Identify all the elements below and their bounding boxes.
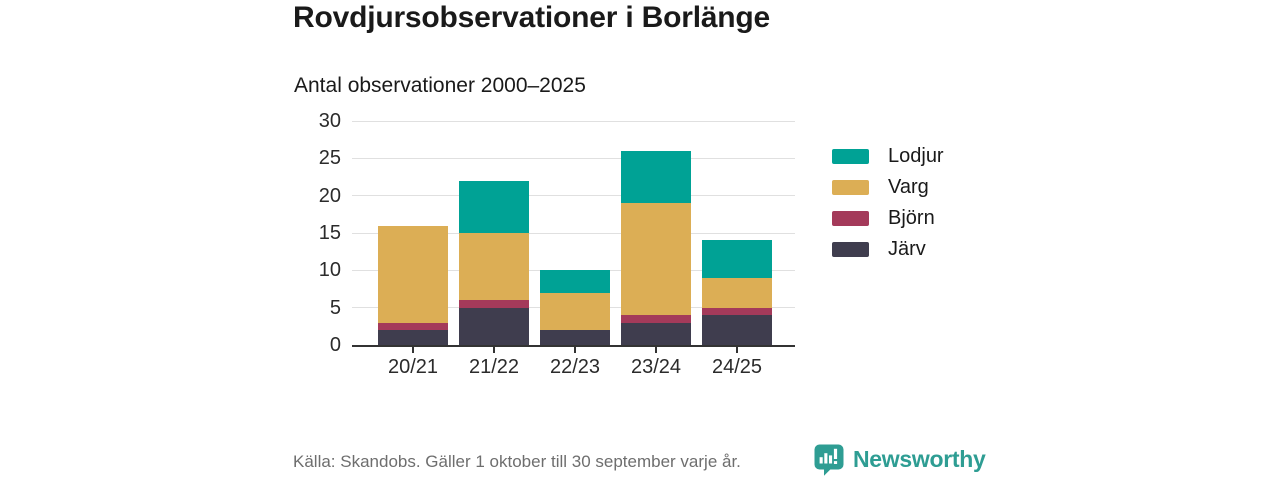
- y-axis-tick-label: 5: [329, 296, 341, 319]
- source-note: Källa: Skandobs. Gäller 1 oktober till 3…: [293, 452, 741, 471]
- legend-swatch-Varg: [832, 180, 869, 195]
- newsworthy-logo-icon: [814, 444, 844, 476]
- bar-segment-Varg-23/24: [621, 203, 691, 316]
- bar-segment-Järv-21/22: [459, 307, 529, 345]
- gridline-y15: [352, 232, 795, 234]
- legend: Lodjur Varg Björn Järv: [832, 141, 944, 265]
- gridline-y20: [352, 195, 795, 197]
- bar-segment-Varg-20/21: [378, 225, 448, 323]
- gridline-y25: [352, 157, 795, 159]
- legend-swatch-Björn: [832, 211, 869, 226]
- legend-swatch-Lodjur: [832, 149, 869, 164]
- bar-segment-Järv-22/23: [540, 330, 610, 345]
- x-axis-category-label: 23/24: [630, 356, 682, 378]
- x-axis-tick: [493, 347, 495, 353]
- bar-segment-Varg-24/25: [702, 277, 772, 308]
- y-axis-tick-label: 30: [318, 110, 341, 132]
- y-axis-tick-label: 20: [318, 184, 341, 207]
- legend-swatch-Järv: [832, 242, 869, 257]
- x-axis-category-label: 20/21: [387, 356, 439, 378]
- newsworthy-wordmark: Newsworthy: [853, 446, 986, 472]
- x-axis-category-label: 21/22: [468, 356, 520, 378]
- bar-segment-Björn-24/25: [702, 307, 772, 316]
- y-axis-tick-label: 10: [318, 259, 341, 282]
- bar-segment-Järv-20/21: [378, 330, 448, 345]
- legend-label: Lodjur: [888, 145, 944, 167]
- x-axis-tick: [412, 347, 414, 353]
- legend-label: Varg: [888, 176, 929, 198]
- y-axis-tick-label: 0: [329, 334, 341, 356]
- x-axis-category-label: 22/23: [549, 356, 601, 378]
- bar-segment-Lodjur-23/24: [621, 150, 691, 204]
- stacked-bar-chart: 0 5 10 15 20 25 30 20/21 21/22 22/23 23/24 24/25: [293, 108, 805, 393]
- bar-segment-Lodjur-24/25: [702, 240, 772, 278]
- legend-item-Järv: Järv: [832, 234, 944, 265]
- bar-segment-Varg-21/22: [459, 233, 529, 301]
- bar-segment-Lodjur-21/22: [459, 180, 529, 233]
- bar-segment-Björn-23/24: [621, 315, 691, 323]
- bar-segment-Varg-22/23: [540, 292, 610, 331]
- bar-segment-Björn-21/22: [459, 300, 529, 308]
- bar-segment-Järv-24/25: [702, 315, 772, 345]
- legend-item-Varg: Varg: [832, 172, 944, 203]
- legend-item-Björn: Björn: [832, 203, 944, 234]
- x-axis-tick: [655, 347, 657, 353]
- y-axis-tick-label: 25: [318, 147, 341, 170]
- x-axis-category-label: 24/25: [711, 356, 763, 378]
- bar-segment-Lodjur-22/23: [540, 270, 610, 293]
- legend-label: Järv: [888, 238, 926, 260]
- x-axis-tick: [574, 347, 576, 353]
- chart-subtitle: Antal observationer 2000–2025: [294, 74, 586, 97]
- gridline-y30: [352, 120, 795, 122]
- chart-title: Rovdjursobservationer i Borlänge: [293, 1, 771, 34]
- newsworthy-branding: Newsworthy: [813, 443, 986, 476]
- y-axis-tick-label: 15: [318, 222, 341, 244]
- legend-label: Björn: [888, 207, 935, 229]
- x-axis-tick: [736, 347, 738, 353]
- legend-item-Lodjur: Lodjur: [832, 141, 944, 172]
- bar-segment-Björn-20/21: [378, 322, 448, 331]
- bar-segment-Järv-23/24: [621, 322, 691, 345]
- x-axis-line: [352, 345, 795, 347]
